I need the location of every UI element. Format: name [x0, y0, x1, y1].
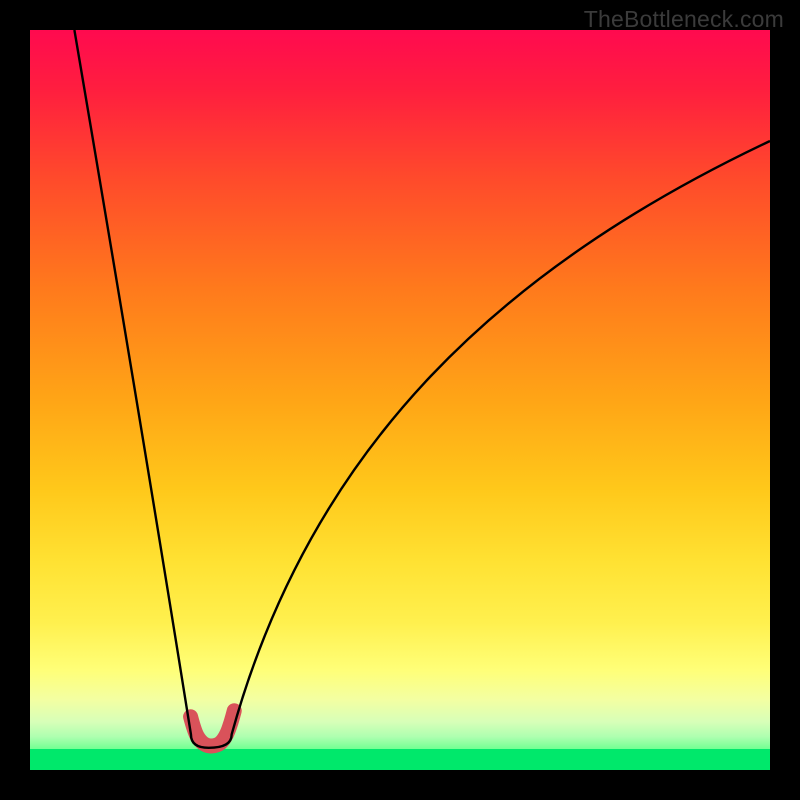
bottleneck-curve — [74, 30, 770, 748]
chart-stage: TheBottleneck.com — [0, 0, 800, 800]
plot-area — [30, 30, 770, 770]
watermark-text: TheBottleneck.com — [584, 6, 784, 33]
curve-layer — [30, 30, 770, 770]
dip-marker — [191, 711, 235, 746]
